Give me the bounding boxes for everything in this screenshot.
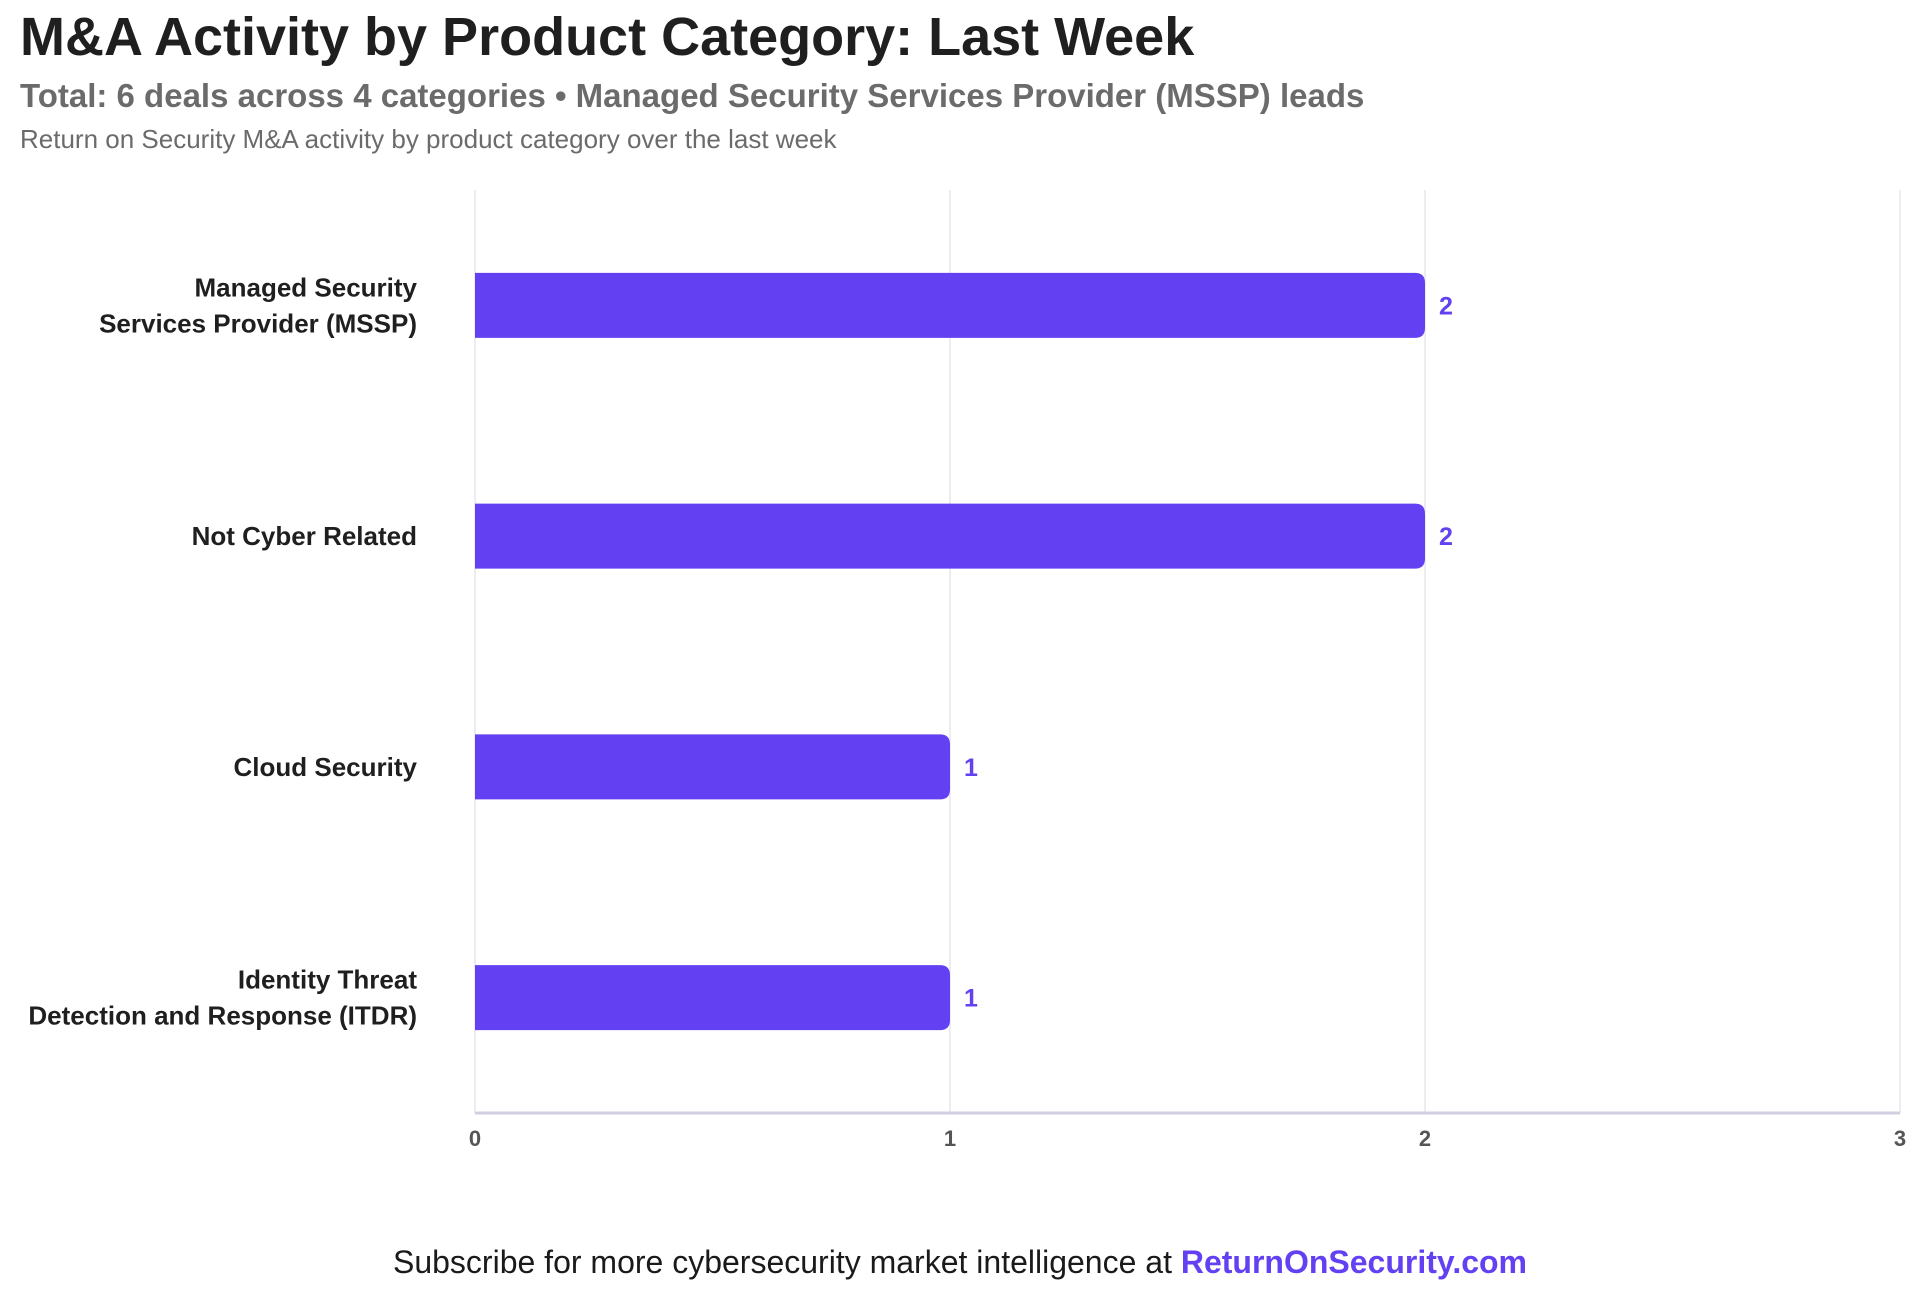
footer-text: Subscribe for more cybersecurity market … [392, 1244, 1181, 1280]
category-label: Cloud Security [234, 752, 418, 782]
bar [475, 734, 950, 800]
chart-description: Return on Security M&A activity by produ… [20, 124, 837, 154]
bar [475, 965, 950, 1031]
category-label: Not Cyber Related [192, 521, 417, 551]
category-label: Managed Security Services Provider (MSSP) [99, 272, 417, 338]
chart-title: M&A Activity by Product Category: Last W… [20, 7, 1195, 67]
x-tick-label: 1 [944, 1126, 956, 1151]
category-label-line: Cloud Security [234, 752, 418, 782]
category-label-line: Detection and Response (ITDR) [28, 1001, 417, 1031]
x-tick-label: 0 [469, 1126, 481, 1151]
data-label: 2 [1439, 292, 1453, 320]
chart-subtitle: Total: 6 deals across 4 categories • Man… [20, 77, 1365, 114]
chart-header: M&A Activity by Product Category: Last W… [20, 0, 1900, 156]
data-label: 1 [964, 754, 978, 782]
category-label: Identity Threat Detection and Response (I… [28, 965, 417, 1031]
bar [475, 503, 1425, 569]
footer-cta: Subscribe for more cybersecurity market … [0, 1240, 1920, 1284]
category-label-line: Identity Threat [238, 965, 417, 995]
x-tick-label: 2 [1419, 1126, 1431, 1151]
data-label: 2 [1439, 523, 1453, 551]
category-label-line: Not Cyber Related [192, 521, 417, 551]
bar [475, 272, 1425, 338]
category-label-line: Managed Security [194, 272, 417, 302]
footer-link[interactable]: ReturnOnSecurity.com [1180, 1244, 1527, 1280]
category-label-line: Services Provider (MSSP) [99, 308, 417, 338]
x-tick-label: 3 [1894, 1126, 1906, 1151]
data-label: 1 [964, 985, 978, 1013]
